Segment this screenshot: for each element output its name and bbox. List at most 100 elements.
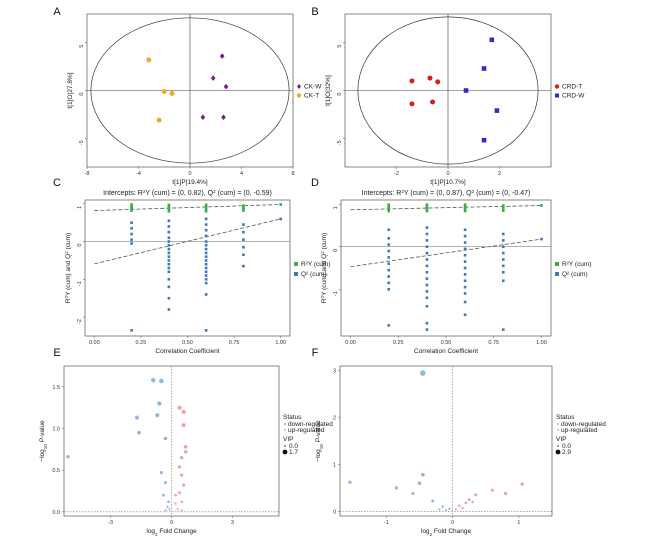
plot-frame (340, 199, 552, 337)
data-point (167, 266, 171, 270)
data-point (167, 208, 171, 211)
data-point (204, 293, 208, 296)
data-point (130, 204, 133, 208)
legend-label: 1.7 (289, 449, 298, 456)
data-point (204, 240, 208, 243)
data-point (463, 273, 467, 276)
data-point (167, 259, 171, 262)
data-point (182, 483, 186, 487)
data-point (174, 493, 177, 497)
data-point (242, 209, 245, 212)
data-point (181, 409, 186, 414)
x-tick-label: 3 (231, 520, 234, 526)
data-point (180, 473, 184, 477)
data-point (425, 290, 429, 293)
legend-label: 2.9 (562, 449, 571, 456)
data-point (219, 53, 225, 59)
panel-letter-f: F (312, 347, 319, 359)
data-point (490, 488, 494, 492)
panel-letter-d: D (311, 177, 319, 189)
panel-b: B -2 0 2 -5 0 5 t[1]P[10.7%] t[1]O[32%] CRD-T CRD-… (311, 6, 585, 186)
legend-marker (555, 262, 559, 266)
x-tick-label: 2 (498, 171, 501, 177)
data-point (210, 75, 216, 81)
legend-marker (555, 272, 559, 276)
x-tick-label: -2 (394, 171, 399, 177)
data-point (425, 296, 429, 300)
legend-label: Q² (cum) (562, 271, 588, 278)
data-point (167, 203, 171, 207)
data-point (167, 205, 171, 208)
panel-c: C 0.00 0.25 0.50 0.75 1.00 -2 -1 0 1 Correlation C… (53, 177, 330, 355)
x-tick-label: 1 (517, 520, 520, 526)
data-point (463, 241, 467, 244)
data-point (183, 450, 188, 454)
panel-letter-c: C (53, 177, 61, 189)
y-tick-label: 1.0 (52, 427, 60, 433)
y-tick-label: 0 (79, 93, 85, 96)
data-point (167, 285, 171, 289)
x-axis-label: t[1]P[10.7%] (430, 179, 466, 186)
data-point (425, 264, 429, 268)
panel-d: D 0.00 0.25 0.50 0.75 1.00 -1 0 1 Correlation Coe… (311, 177, 591, 355)
x-tick-label: 8 (291, 171, 294, 177)
data-point (504, 491, 508, 496)
data-point (161, 493, 165, 497)
y-tick-label: 2 (333, 416, 336, 422)
y-tick-label: 0.5 (52, 468, 60, 474)
data-point (425, 245, 429, 249)
data-point (501, 264, 505, 268)
data-point (130, 221, 133, 224)
data-point (425, 206, 429, 210)
legend-label: 0.0 (289, 443, 298, 450)
data-point (540, 237, 543, 241)
data-point (130, 206, 133, 209)
chart-title: Intercepts: R2Y (cum) = (0, 0.87), Q2 (c… (362, 189, 531, 198)
data-point (242, 223, 245, 226)
legend-label: R²Y (cum) (562, 261, 592, 268)
legend-label: CK-T (304, 93, 319, 100)
data-point (204, 223, 208, 226)
data-point (242, 204, 245, 207)
data-point (463, 228, 467, 232)
data-point (204, 278, 208, 281)
x-tick-label: 0.75 (229, 340, 240, 346)
data-point (151, 378, 156, 383)
data-point (430, 99, 436, 105)
data-point (221, 114, 226, 121)
data-point (489, 37, 495, 43)
data-point (204, 234, 208, 238)
legend-marker (557, 423, 559, 425)
data-point (157, 401, 162, 406)
data-point (463, 285, 467, 289)
data-point (242, 206, 245, 209)
data-point (387, 287, 391, 291)
data-point (177, 465, 182, 469)
legend-label: down-regulated (288, 421, 333, 428)
data-point (501, 328, 505, 331)
x-tick-label: 0 (446, 171, 449, 177)
data-point (463, 313, 467, 317)
data-point (387, 281, 391, 285)
data-point (501, 209, 505, 212)
y-tick-label: 1 (333, 462, 336, 468)
legend-marker (294, 262, 298, 266)
y-axis-label: t[1]O[32%] (325, 75, 332, 106)
legend-label: CK-W (304, 84, 322, 91)
legend-title-vip: VIP (556, 436, 566, 443)
legend-label: Q² (cum) (301, 271, 327, 278)
data-point (427, 75, 433, 81)
data-point (425, 321, 429, 325)
data-point (279, 217, 282, 221)
data-point (204, 205, 208, 208)
data-point (425, 203, 429, 206)
legend-marker (284, 445, 286, 447)
data-point (387, 236, 391, 240)
legend-marker (284, 423, 286, 425)
y-axis-label: −log10 P-value (315, 420, 324, 462)
data-point (425, 205, 429, 208)
data-point (463, 253, 467, 257)
y-axis-label: −log10 P-value (39, 420, 48, 462)
data-point (166, 505, 169, 508)
y-tick-label: 1 (333, 206, 339, 209)
